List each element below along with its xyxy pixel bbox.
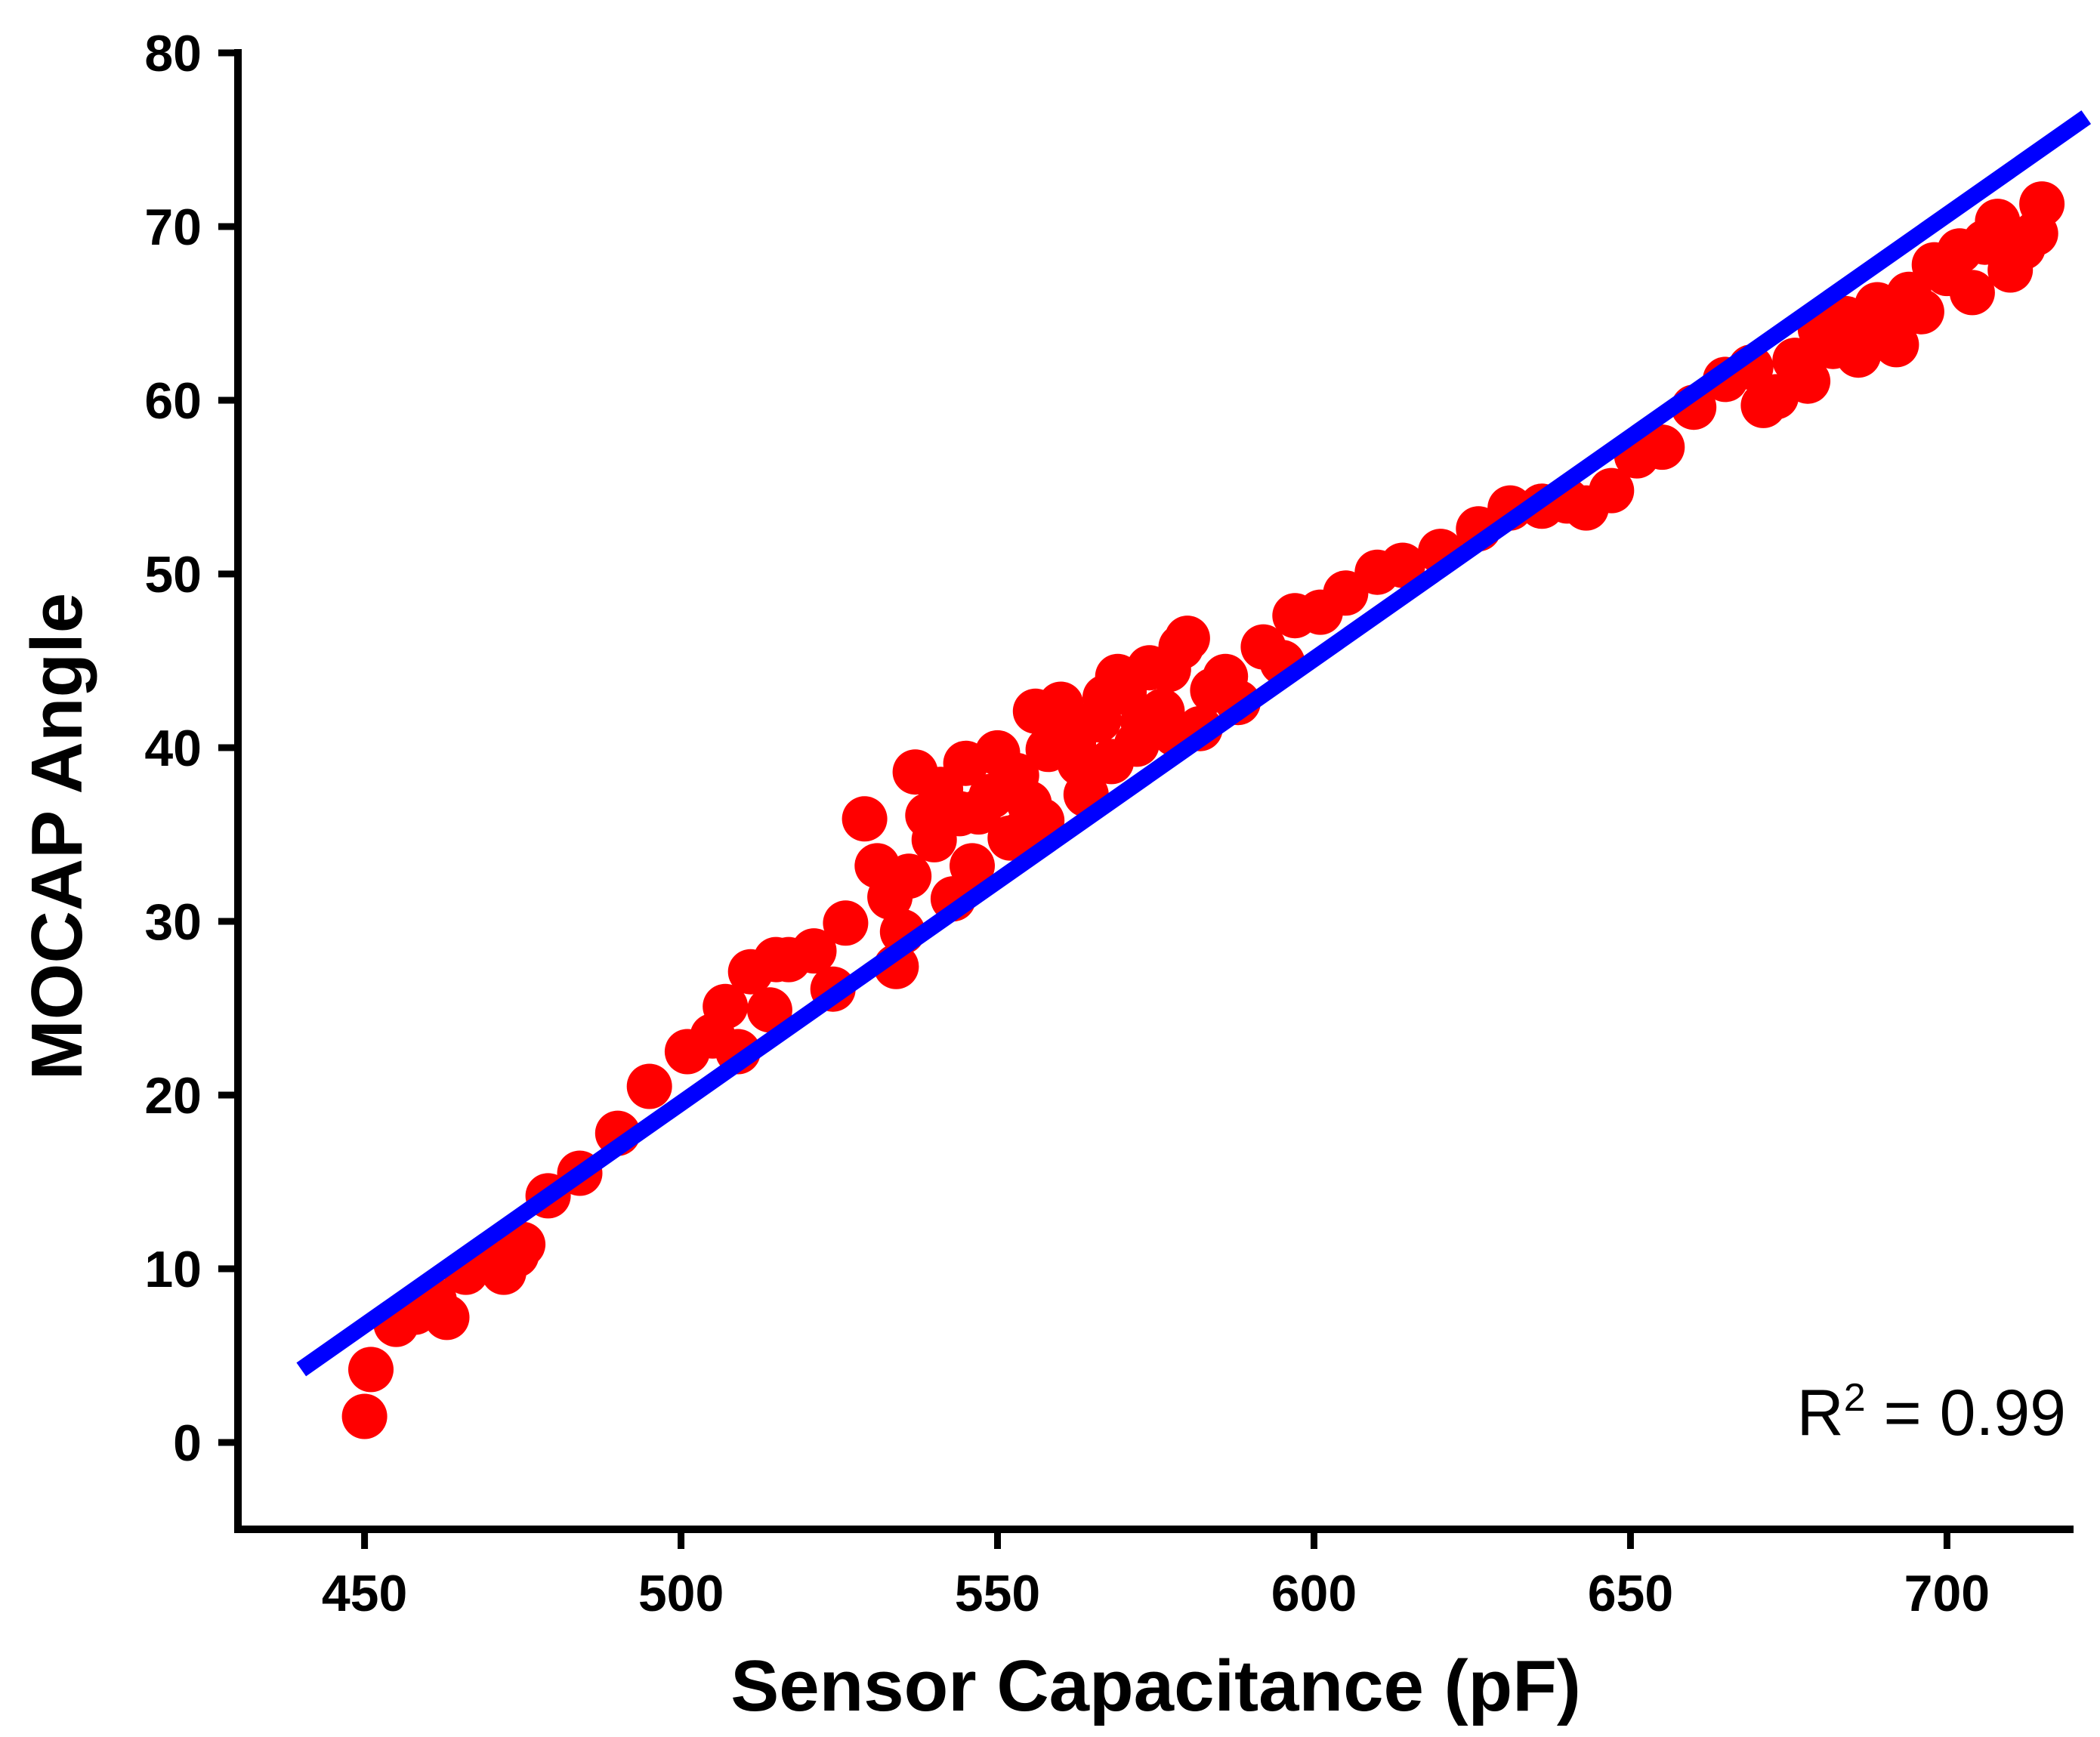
- data-point: [2019, 181, 2065, 227]
- data-point: [886, 853, 932, 899]
- x-tick-label: 550: [955, 1565, 1040, 1622]
- ticks: 450 500 550 600 650 700 0 10 20 30 40 50 60 70 80: [144, 25, 1990, 1622]
- data-point: [703, 983, 749, 1029]
- data-point: [626, 1063, 672, 1109]
- y-tick-label: 10: [144, 1241, 202, 1298]
- data-point: [1589, 467, 1635, 514]
- data-point: [348, 1347, 394, 1393]
- x-tick-label: 450: [322, 1565, 407, 1622]
- x-tick-label: 650: [1588, 1565, 1673, 1622]
- data-point: [1639, 424, 1685, 471]
- y-tick-label: 0: [173, 1415, 202, 1472]
- data-point: [1949, 270, 1995, 316]
- fit-line-layer: [296, 110, 2092, 1377]
- data-point: [424, 1294, 470, 1341]
- data-point: [1898, 288, 1944, 335]
- data-point: [746, 987, 792, 1033]
- data-point: [823, 900, 869, 946]
- r-squared-annotation: R2 = 0.99: [1797, 1376, 2066, 1449]
- x-tick-label: 700: [1904, 1565, 1990, 1622]
- y-tick-label: 30: [144, 893, 202, 951]
- data-point: [500, 1221, 546, 1267]
- r-squared-base: R: [1797, 1377, 1844, 1449]
- y-axis-title: MOCAP Angle: [17, 593, 97, 1080]
- data-point: [1379, 542, 1425, 588]
- data-point: [1164, 616, 1210, 662]
- x-tick-label: 500: [638, 1565, 724, 1622]
- y-tick-label: 60: [144, 372, 202, 430]
- y-tick-label: 40: [144, 720, 202, 777]
- r-squared-value: = 0.99: [1866, 1377, 2066, 1449]
- data-points: [341, 181, 2065, 1439]
- fit-line: [296, 110, 2092, 1377]
- y-tick-label: 70: [144, 199, 202, 256]
- axes: [234, 49, 2074, 1533]
- data-point: [1785, 358, 1831, 404]
- x-axis-title: Sensor Capacitance (pF): [730, 1646, 1581, 1726]
- data-point: [1873, 322, 1919, 368]
- x-tick-label: 600: [1271, 1565, 1357, 1622]
- data-point: [950, 843, 995, 889]
- r-squared-superscript: 2: [1844, 1376, 1866, 1420]
- data-point: [791, 928, 837, 974]
- y-tick-label: 50: [144, 546, 202, 603]
- data-point: [341, 1393, 388, 1439]
- y-tick-label: 20: [144, 1067, 202, 1125]
- data-point: [842, 796, 888, 842]
- y-tick-label: 80: [144, 25, 202, 82]
